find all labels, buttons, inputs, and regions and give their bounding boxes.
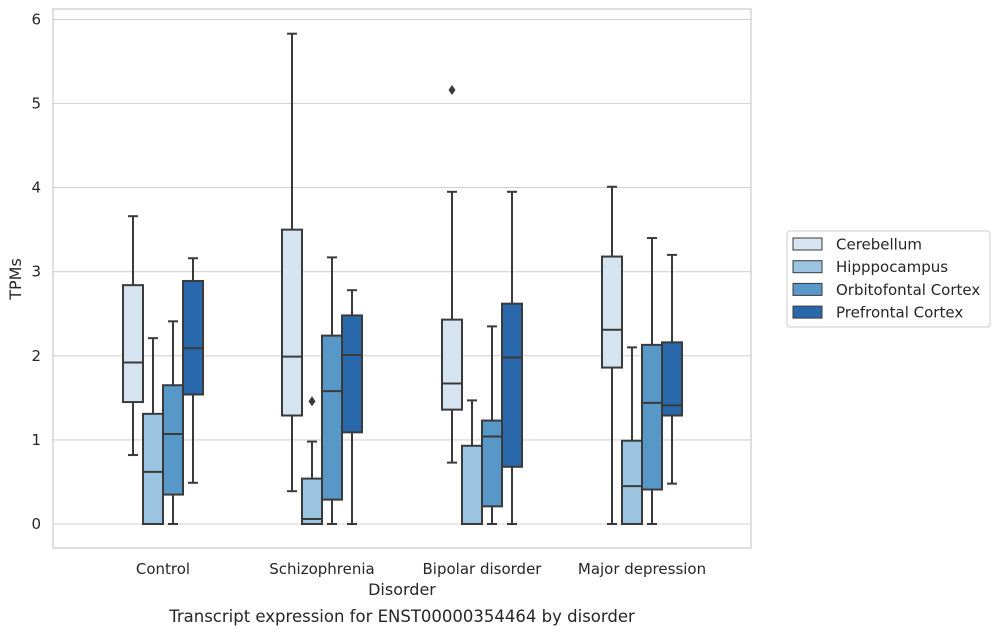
x-tick-label: Bipolar disorder — [423, 560, 543, 578]
legend-swatch — [792, 237, 823, 251]
legend-label: Cerebellum — [836, 236, 922, 254]
box-iqr — [301, 477, 323, 525]
y-axis-ticks: 0 1 2 3 4 5 6 — [31, 10, 41, 533]
plot-area-frame — [52, 8, 752, 549]
box-iqr — [481, 419, 503, 508]
legend-swatch — [792, 305, 823, 319]
y-tick-label: 6 — [31, 10, 41, 28]
x-axis-title: Disorder — [368, 580, 436, 599]
box-orbitofontal-cortex-3 — [641, 237, 663, 525]
x-tick-label: Control — [136, 560, 190, 578]
box-prefrontal-cortex-2 — [501, 190, 523, 525]
box-iqr — [321, 334, 343, 501]
chart-caption: Transcript expression for ENST0000035446… — [168, 607, 635, 626]
box-iqr — [441, 318, 463, 411]
box-iqr — [621, 439, 643, 525]
box-cerebellum-2 — [441, 85, 463, 464]
y-tick-label: 4 — [31, 179, 41, 197]
box-hipppocampus-3 — [621, 346, 643, 525]
box-hipppocampus-1 — [301, 396, 323, 525]
legend-swatch — [792, 260, 823, 274]
box-iqr — [142, 412, 164, 526]
box-iqr — [601, 255, 623, 369]
x-tick-label: Major depression — [578, 560, 706, 578]
legend-frame — [786, 230, 991, 328]
legend: Cerebellum Hipppocampus Orbitofontal Corte… — [786, 230, 991, 328]
legend-swatch — [792, 282, 823, 296]
box-cerebellum-1 — [281, 32, 303, 493]
box-iqr — [341, 314, 363, 434]
box-cerebellum-0 — [122, 215, 144, 457]
box-iqr — [461, 444, 483, 525]
box-iqr — [641, 343, 663, 491]
x-axis-ticks: Control Schizophrenia Bipolar disorder Majo… — [136, 560, 706, 578]
y-axis-title: TPMs — [6, 258, 25, 301]
box-cerebellum-3 — [601, 185, 623, 525]
legend-label: Prefrontal Cortex — [836, 304, 963, 322]
box-iqr — [281, 228, 303, 417]
legend-label: Hipppocampus — [836, 258, 948, 276]
box-orbitofontal-cortex-0 — [162, 320, 184, 525]
y-tick-label: 2 — [31, 347, 41, 365]
box-prefrontal-cortex-0 — [182, 257, 204, 484]
box-iqr — [122, 284, 144, 404]
x-tick-label: Schizophrenia — [269, 560, 374, 578]
outlier-point — [308, 396, 316, 407]
box-iqr — [501, 302, 523, 468]
box-iqr — [182, 279, 204, 396]
box-series — [122, 32, 683, 526]
box-orbitofontal-cortex-1 — [321, 256, 343, 525]
box-iqr — [661, 341, 683, 417]
legend-label: Orbitofontal Cortex — [836, 281, 980, 299]
box-hipppocampus-2 — [461, 399, 483, 525]
box-hipppocampus-0 — [142, 337, 164, 526]
box-iqr — [162, 384, 184, 496]
y-tick-label: 3 — [31, 263, 41, 281]
box-prefrontal-cortex-3 — [661, 253, 683, 485]
box-prefrontal-cortex-1 — [341, 289, 363, 525]
y-tick-label: 1 — [31, 431, 41, 449]
outlier-point — [448, 85, 456, 96]
y-tick-label: 0 — [31, 515, 41, 533]
y-tick-label: 5 — [31, 95, 41, 113]
